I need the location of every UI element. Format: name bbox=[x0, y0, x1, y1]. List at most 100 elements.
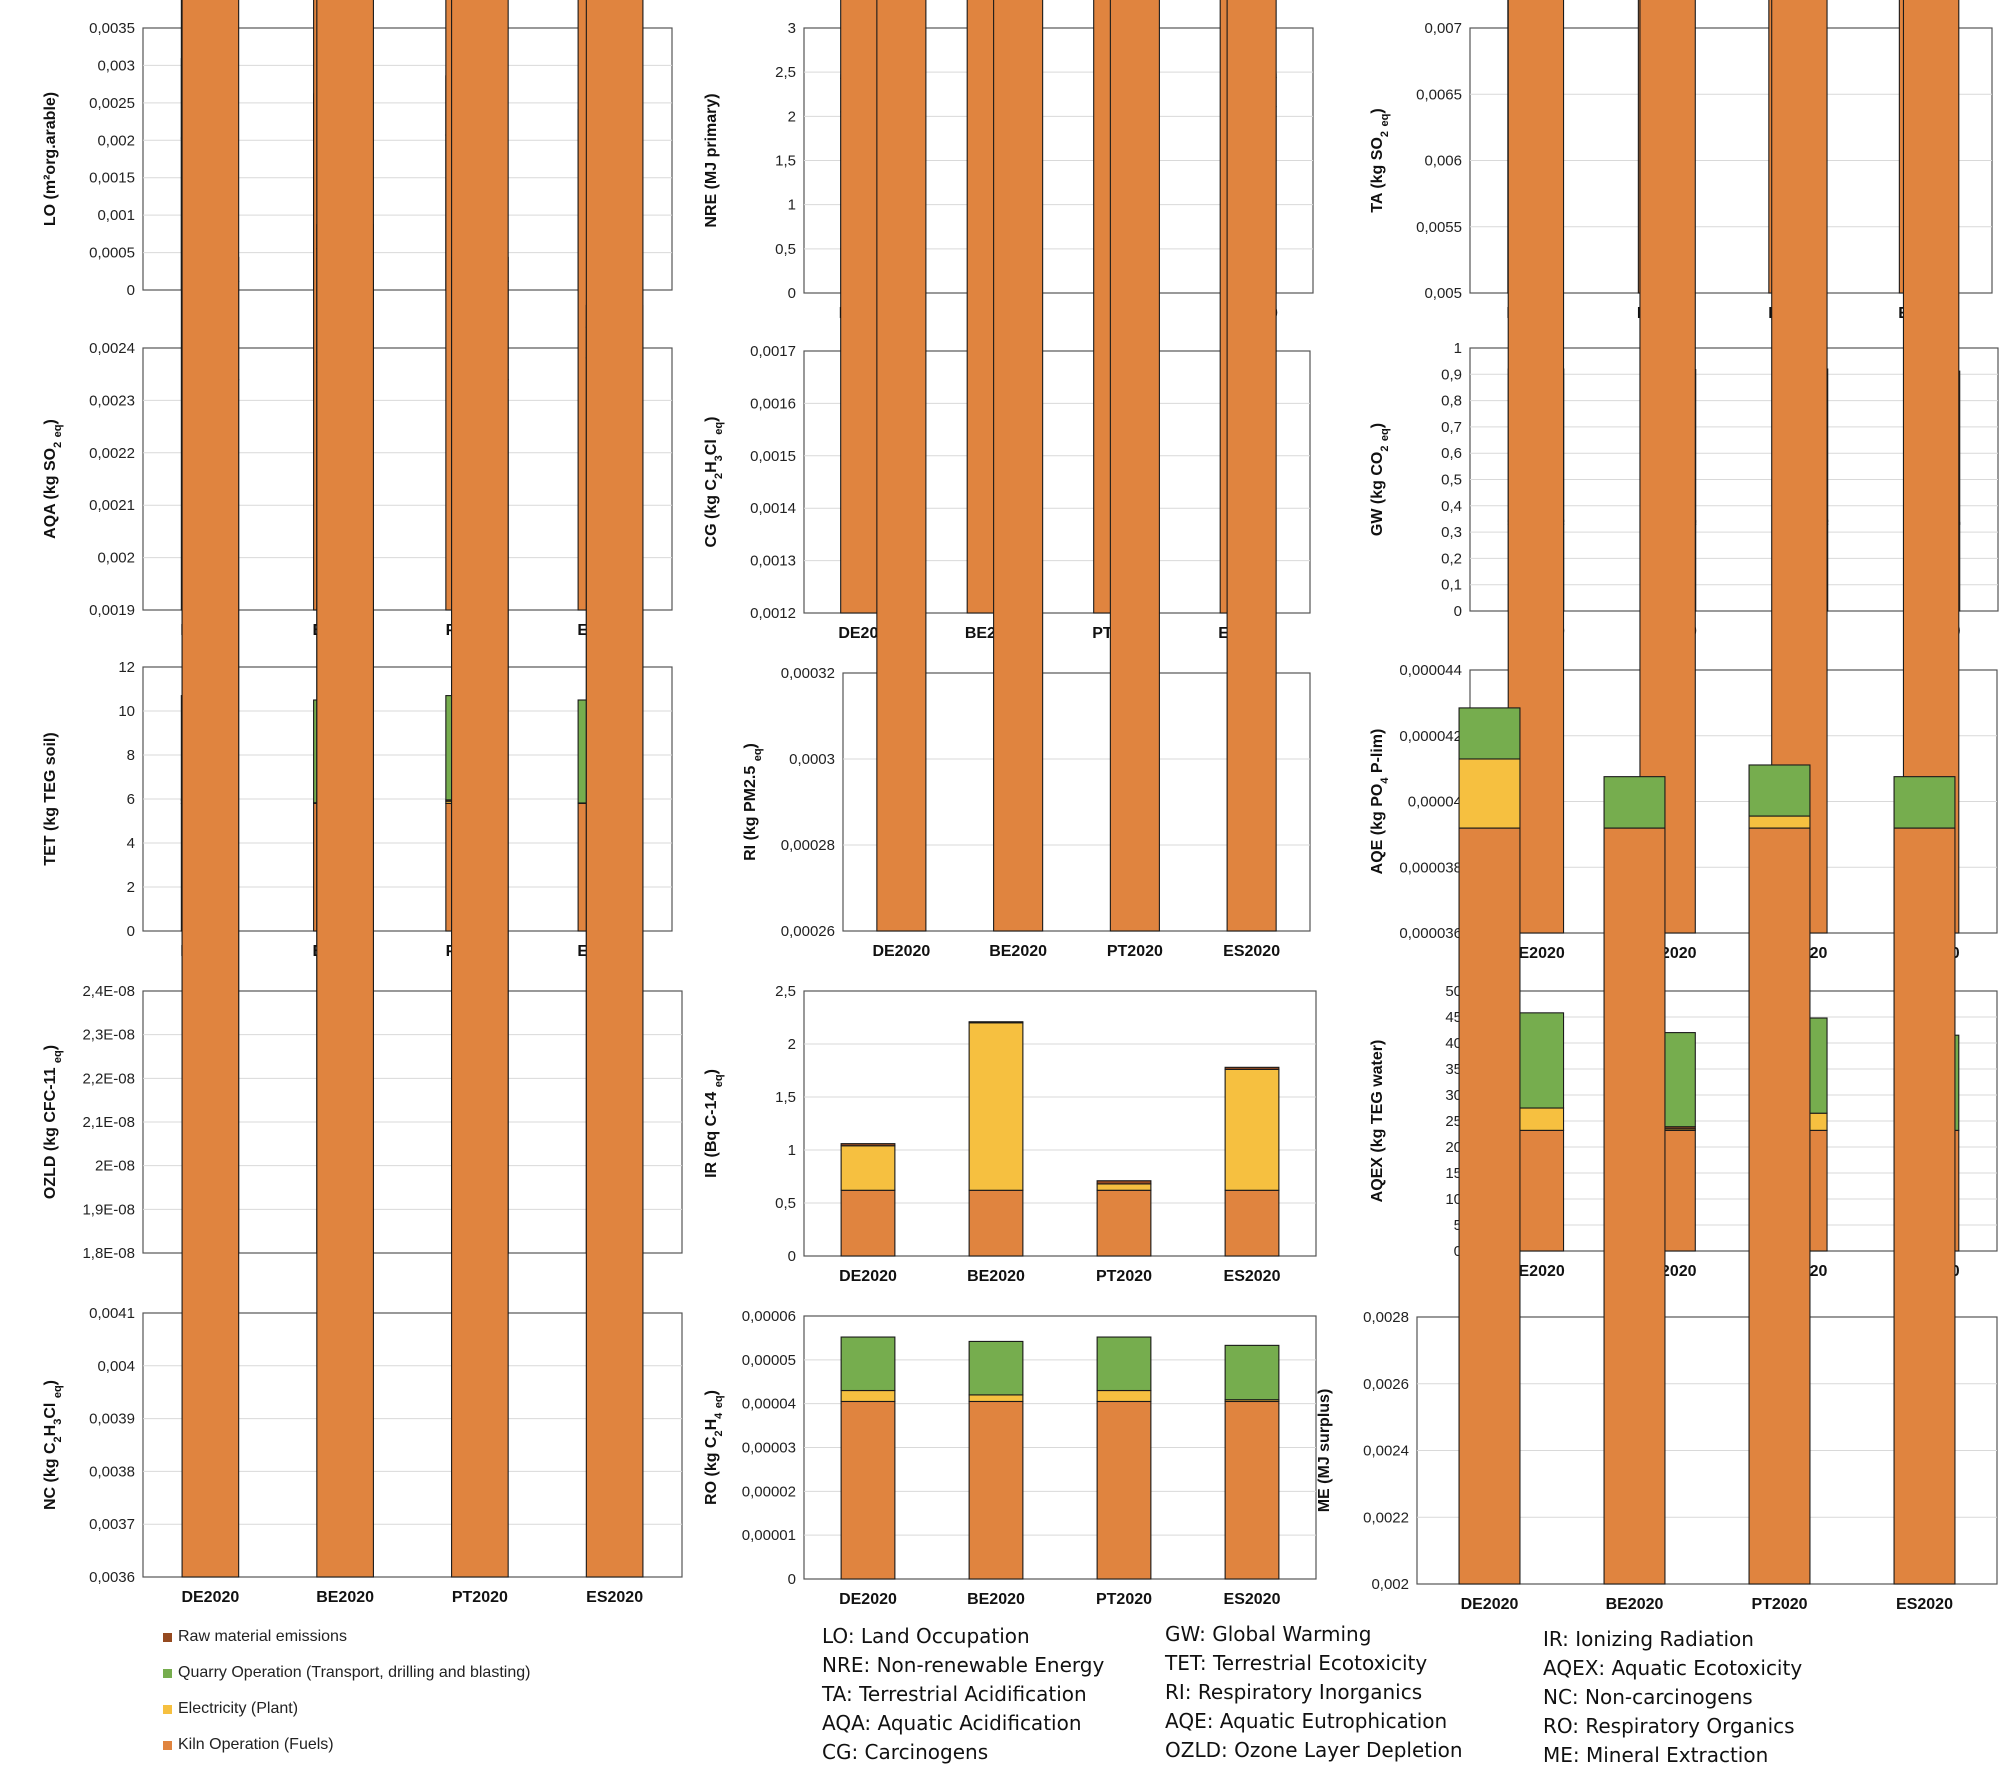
y-tick-label: 0,4 bbox=[1441, 498, 1462, 515]
y-tick-label: 0,9 bbox=[1441, 366, 1462, 383]
y-tick-label: 0,00032 bbox=[781, 665, 835, 682]
y-tick-label: 50 bbox=[1445, 983, 1462, 1000]
y-tick-label: 0,7 bbox=[1441, 419, 1462, 436]
y-tick-label: 2,3E-08 bbox=[82, 1027, 135, 1044]
chart-ri: 0,00026 0,00028 0,0003 0,00032 DE2020 BE2020 P… bbox=[742, 0, 1311, 960]
bar-segment-kiln bbox=[1603, 827, 1666, 1585]
y-tick-label: 35 bbox=[1445, 1061, 1462, 1078]
bar-segment-kiln bbox=[840, 1189, 896, 1257]
y-tick-label: 1,8E-08 bbox=[82, 1245, 135, 1262]
y-tick-label: 8 bbox=[127, 747, 135, 764]
chart-ir: 0 0,5 1 1,5 2 2,5 DE2020 BE2020 PT2020 ES2020 IR (… bbox=[703, 983, 1317, 1285]
x-tick-label: DE2020 bbox=[839, 1268, 897, 1285]
y-tick-label: 0,0013 bbox=[750, 553, 796, 570]
bar-segment-quarry bbox=[1458, 707, 1521, 760]
y-tick-label: 12 bbox=[118, 659, 135, 676]
y-tick-label: 0,001 bbox=[97, 207, 135, 224]
bar-segment-quarry bbox=[1224, 1344, 1280, 1401]
y-axis-label: IR (Bq C-14 eq) bbox=[703, 1069, 725, 1178]
x-tick-label: PT2020 bbox=[452, 1589, 508, 1606]
x-tick-label: DE2020 bbox=[839, 1591, 897, 1608]
x-tick-label: PT2020 bbox=[1096, 1591, 1152, 1608]
legend-swatch bbox=[163, 1632, 172, 1642]
y-axis-label: AQEX (kg TEG water) bbox=[1369, 1040, 1386, 1203]
abbreviation-item: TA: Terrestrial Acidification bbox=[822, 1682, 1087, 1706]
y-tick-label: 0,0017 bbox=[750, 343, 796, 360]
y-axis-label: AQA (kg SO2 eq) bbox=[42, 419, 64, 539]
bar-segment-kiln bbox=[1096, 1189, 1152, 1257]
x-tick-label: BE2020 bbox=[989, 943, 1047, 960]
y-tick-label: 0,0055 bbox=[1416, 219, 1462, 236]
abbreviation-column: LO: Land Occupation NRE: Non-renewable E… bbox=[822, 1622, 1104, 1767]
y-tick-label: 0,0035 bbox=[89, 20, 135, 37]
bar-segment-kiln bbox=[316, 0, 374, 1578]
abbreviation-column: IR: Ionizing Radiation AQEX: Aquatic Eco… bbox=[1543, 1625, 1802, 1770]
y-tick-label: 1,5 bbox=[775, 153, 796, 170]
y-tick-label: 0,0022 bbox=[1363, 1509, 1409, 1526]
y-tick-label: 0,0037 bbox=[89, 1516, 135, 1533]
bar-segment-electricity bbox=[1096, 1389, 1152, 1403]
bar-segment-quarry bbox=[1748, 764, 1811, 817]
legend-label: Raw material emissions bbox=[178, 1628, 347, 1645]
x-tick-label: BE2020 bbox=[316, 1589, 374, 1606]
y-tick-label: 2 bbox=[788, 1036, 796, 1053]
y-tick-label: 0,000044 bbox=[1399, 662, 1462, 679]
abbreviation-item: TET: Terrestrial Ecotoxicity bbox=[1165, 1651, 1428, 1675]
legend-label: Electricity (Plant) bbox=[178, 1700, 299, 1717]
y-tick-label: 0,000036 bbox=[1399, 925, 1462, 942]
bar-segment-electricity bbox=[968, 1394, 1024, 1403]
chart-ro: 0 0,00001 0,00002 0,00003 0,00004 0,00005 0,00… bbox=[703, 1308, 1317, 1608]
bar-segment-kiln bbox=[993, 0, 1044, 932]
bar-segment-kiln bbox=[968, 1189, 1024, 1257]
y-tick-label: 1 bbox=[788, 1142, 796, 1159]
y-axis-label: TET (kg TEG soil) bbox=[42, 732, 59, 865]
legend-label: Kiln Operation (Fuels) bbox=[178, 1736, 334, 1753]
y-tick-label: 25 bbox=[1445, 1113, 1462, 1130]
bar-segment-kiln bbox=[1458, 827, 1521, 1585]
y-tick-label: 0,1 bbox=[1441, 577, 1462, 594]
y-tick-label: 0 bbox=[1454, 603, 1462, 620]
abbreviation-item: RO: Respiratory Organics bbox=[1543, 1714, 1795, 1738]
legend-label: Quarry Operation (Transport, drilling an… bbox=[178, 1664, 531, 1681]
bar-segment-kiln bbox=[1226, 0, 1277, 932]
y-tick-label: 0,0024 bbox=[1363, 1443, 1409, 1460]
y-axis-label: NC (kg C2H3Cl eq) bbox=[42, 1380, 64, 1510]
x-tick-label: BE2020 bbox=[1606, 1596, 1664, 1613]
abbreviation-item: OZLD: Ozone Layer Depletion bbox=[1165, 1738, 1463, 1762]
x-tick-label: ES2020 bbox=[1223, 943, 1280, 960]
y-tick-label: 0,0065 bbox=[1416, 86, 1462, 103]
y-tick-label: 0 bbox=[788, 1571, 796, 1588]
x-tick-label: DE2020 bbox=[872, 943, 930, 960]
abbreviation-item: IR: Ionizing Radiation bbox=[1543, 1627, 1754, 1651]
legend-swatch bbox=[163, 1740, 172, 1750]
y-tick-label: 0,0025 bbox=[89, 95, 135, 112]
y-tick-label: 0,002 bbox=[1371, 1576, 1409, 1593]
y-tick-label: 2 bbox=[127, 879, 135, 896]
y-axis-label: RO (kg C2H4 eq) bbox=[703, 1390, 725, 1505]
bar-segment-raw bbox=[840, 1143, 896, 1147]
y-tick-label: 0 bbox=[127, 923, 135, 940]
chart-me: 0,002 0,0022 0,0024 0,0026 0,0028 DE2020 BE202… bbox=[1316, 707, 1998, 1613]
y-tick-label: 0 bbox=[788, 1248, 796, 1265]
legend-item-electricity: Electricity (Plant) bbox=[163, 1697, 298, 1721]
y-tick-label: 4 bbox=[127, 835, 135, 852]
y-tick-label: 1 bbox=[788, 197, 796, 214]
y-tick-label: 0,00003 bbox=[742, 1440, 796, 1457]
y-tick-label: 0,0005 bbox=[89, 245, 135, 262]
y-tick-label: 0,0003 bbox=[789, 751, 835, 768]
y-tick-label: 0,6 bbox=[1441, 445, 1462, 462]
abbreviation-item: AQE: Aquatic Eutrophication bbox=[1165, 1709, 1448, 1733]
y-tick-label: 0,0012 bbox=[750, 605, 796, 622]
x-tick-label: DE2020 bbox=[1461, 1596, 1519, 1613]
y-tick-label: 0 bbox=[1454, 1243, 1462, 1260]
bar-segment-quarry bbox=[1893, 776, 1956, 829]
bar-segment-kiln bbox=[585, 0, 644, 1578]
bar-segment-quarry bbox=[1096, 1336, 1152, 1392]
y-tick-label: 0,0014 bbox=[750, 500, 796, 517]
y-tick-label: 0,002 bbox=[97, 132, 135, 149]
y-tick-label: 2,4E-08 bbox=[82, 983, 135, 1000]
y-axis-label: GW (kg CO2 eq) bbox=[1369, 423, 1391, 536]
x-tick-label: PT2020 bbox=[1751, 1596, 1807, 1613]
